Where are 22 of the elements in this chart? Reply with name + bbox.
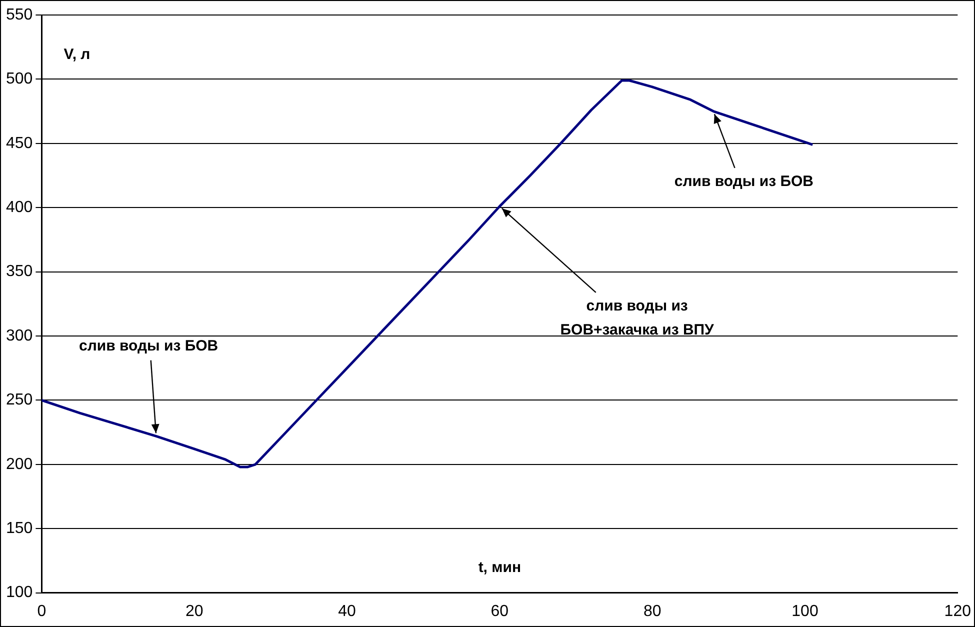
y-tick-label: 250 xyxy=(6,392,33,409)
x-tick-label: 20 xyxy=(185,602,204,620)
y-tick-label: 150 xyxy=(6,520,33,538)
y-tick-label: 200 xyxy=(6,456,33,473)
x-tick-label: 100 xyxy=(792,602,818,620)
y-tick-label: 500 xyxy=(6,70,33,88)
y-tick-label: 400 xyxy=(6,199,33,216)
annotation: слив воды из БОВ xyxy=(674,173,814,190)
y-tick-label: 300 xyxy=(6,327,33,344)
x-tick-label: 40 xyxy=(338,602,356,620)
y-axis-title: V, л xyxy=(64,46,90,64)
x-tick-label: 0 xyxy=(37,602,46,620)
x-axis-title: t, мин xyxy=(478,558,522,576)
y-tick-label: 450 xyxy=(6,134,33,152)
x-tick-label: 120 xyxy=(944,602,972,620)
annotation: слив воды из БОВ xyxy=(79,337,218,354)
annotation: слив воды из БОВ+закачка из ВПУ xyxy=(560,298,715,339)
x-tick-label: 60 xyxy=(490,602,509,620)
y-tick-label: 550 xyxy=(6,6,33,24)
y-tick-label: 100 xyxy=(6,584,33,602)
y-tick-label: 350 xyxy=(6,263,33,280)
x-tick-label: 80 xyxy=(643,602,662,620)
